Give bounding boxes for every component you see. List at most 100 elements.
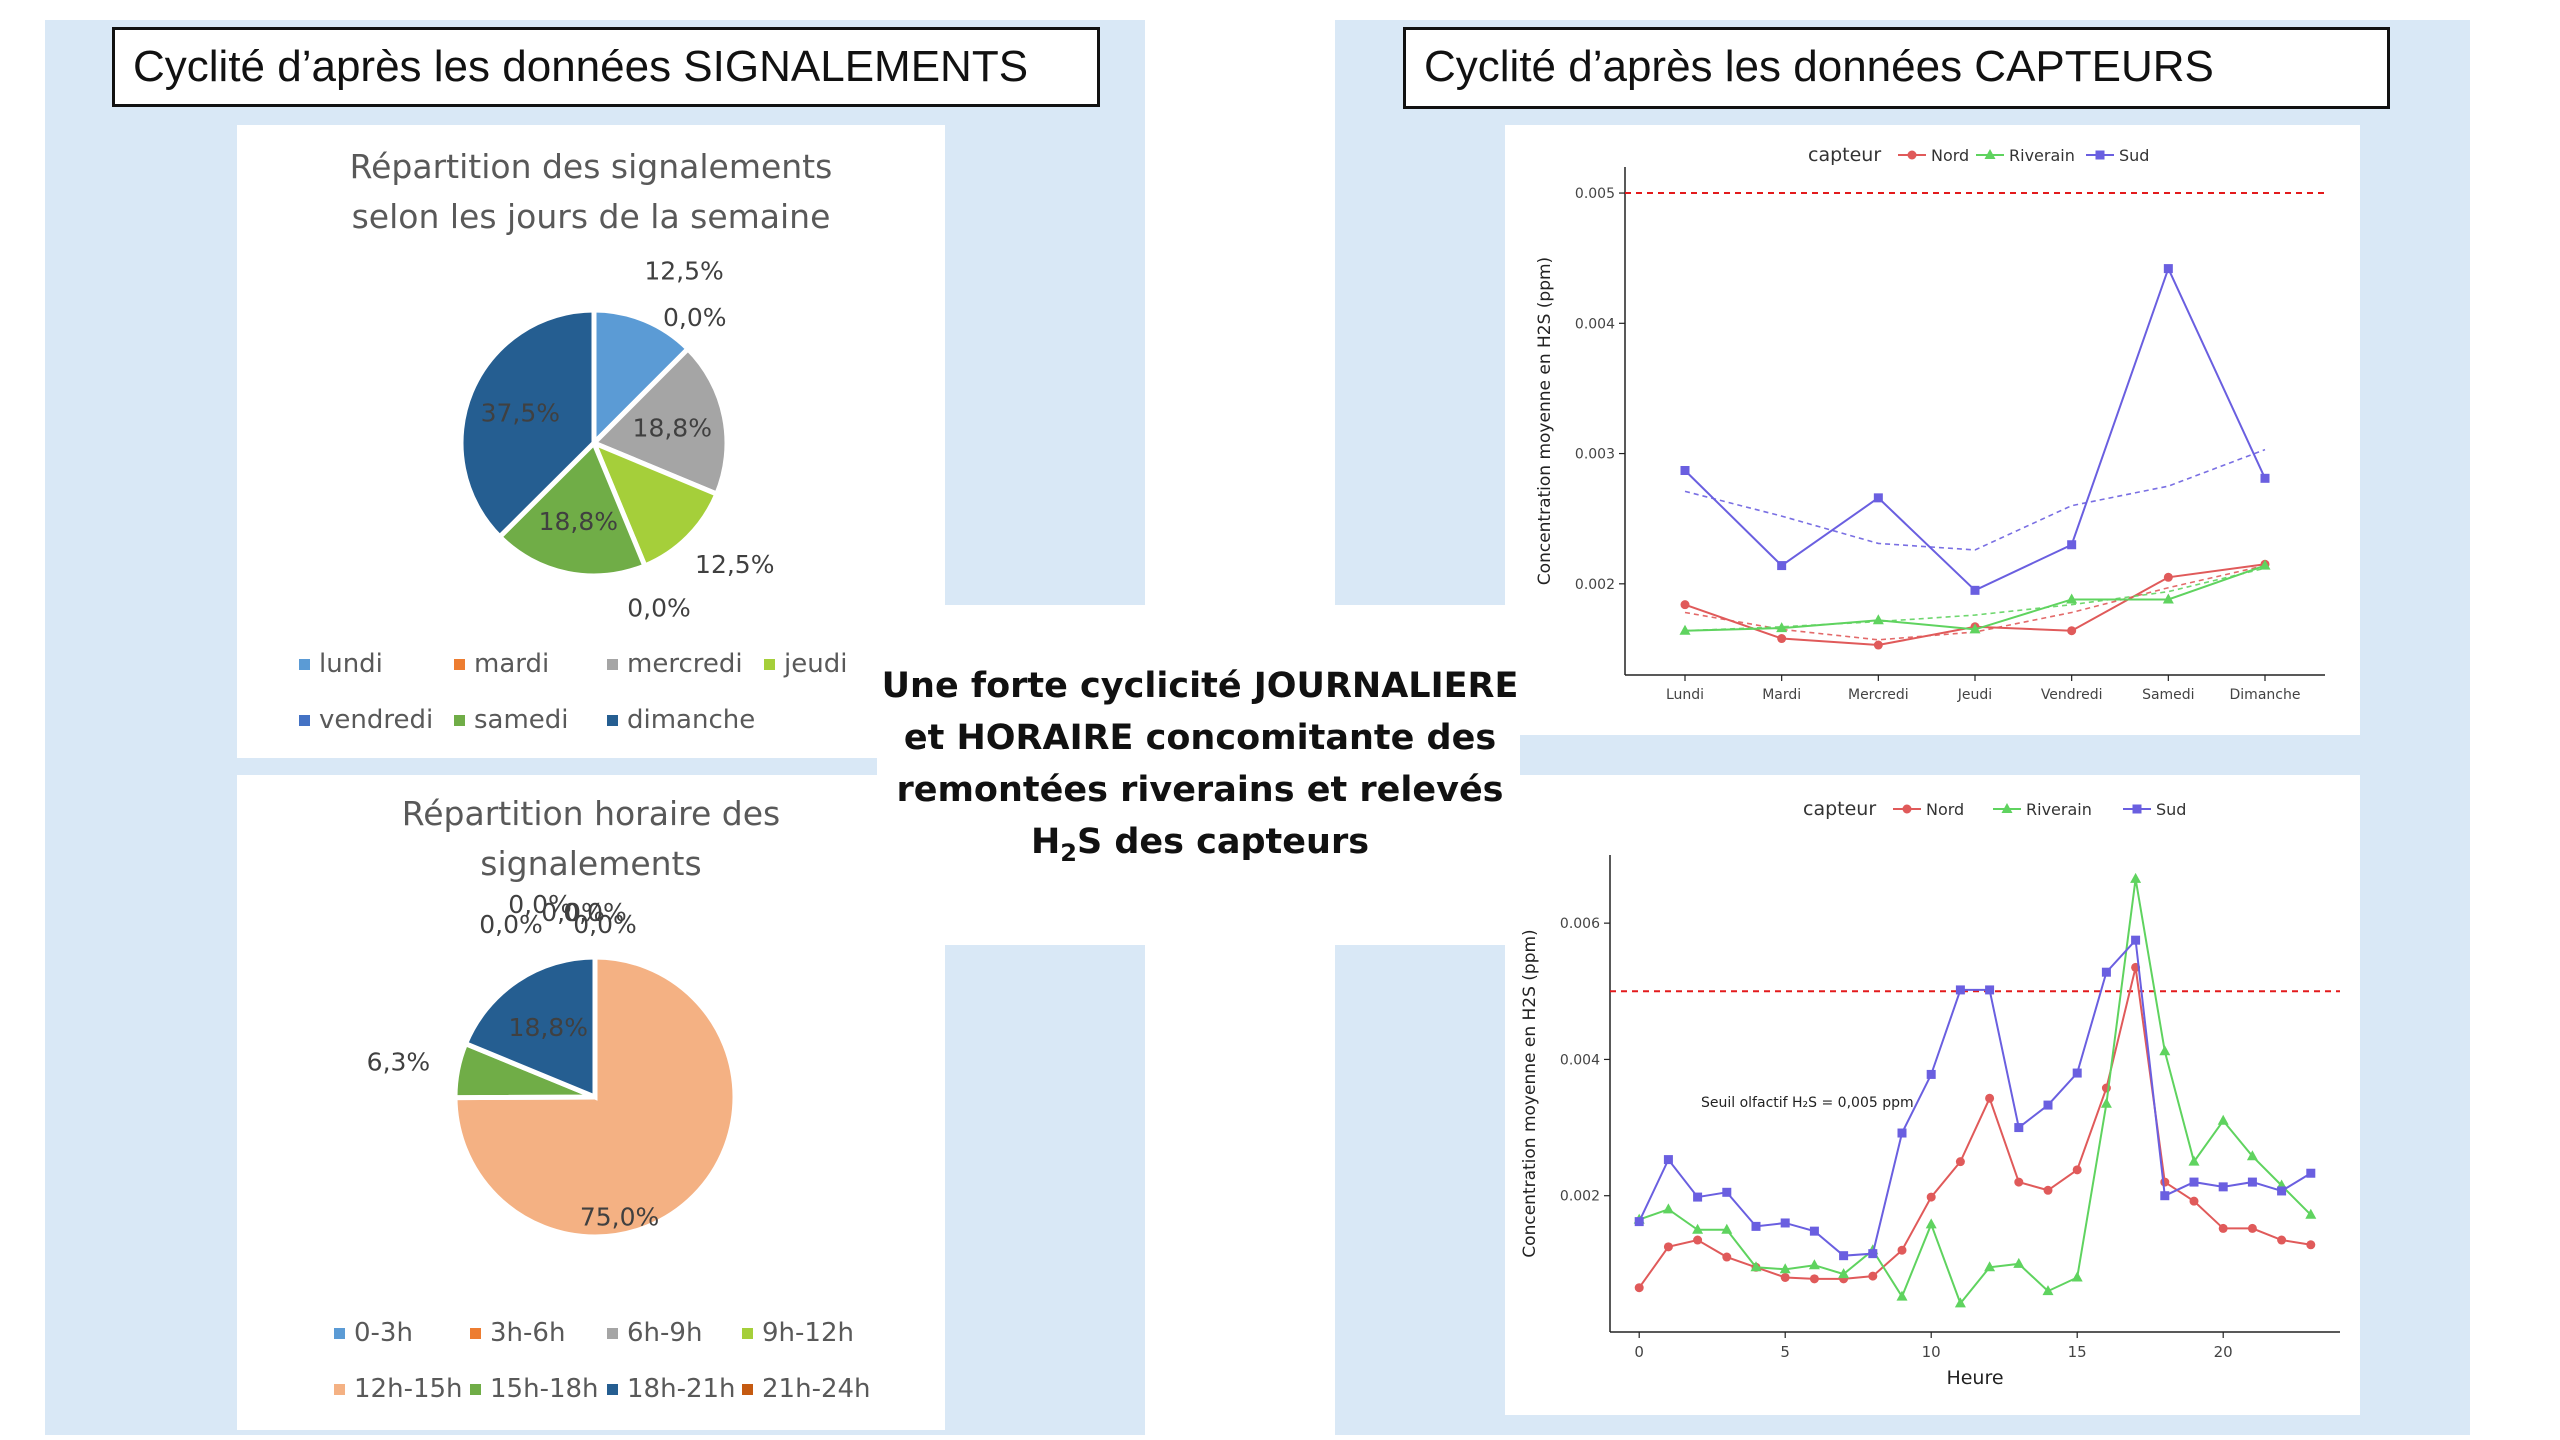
data-point-sud (2306, 1168, 2316, 1178)
data-point-sud (2101, 967, 2111, 977)
center-line1-a: Une forte cyclicité (881, 666, 1254, 706)
line-hours-chart: capteur Nord Riverain Sud 0.002 0.004 0.006 0 5 1… (1520, 798, 2340, 1389)
trend-line-sud (1684, 448, 2266, 551)
data-point-nord (1634, 1283, 1644, 1293)
data-point-sud (1873, 493, 1883, 503)
y-tick-label: 0.004 (1560, 1052, 1600, 1068)
data-point-riverain (1838, 1268, 1850, 1279)
legend-swatch-3h-6h (470, 1328, 481, 1339)
legend-label-mardi: mardi (474, 649, 549, 679)
data-point-sud (2160, 1191, 2170, 1201)
pie-label-9h-12h: 0,0% (573, 910, 637, 939)
data-point-nord (1780, 1272, 1790, 1282)
legend-label-mercredi: mercredi (627, 649, 743, 679)
center-line4-b: S des capteurs (1076, 822, 1370, 862)
data-point-nord (1680, 600, 1690, 610)
legend-label-15h-18h: 15h-18h (490, 1374, 599, 1404)
right-section-title: Cyclité d’après les données CAPTEURS (1403, 27, 2390, 109)
y-tick-label: 0.006 (1560, 916, 1600, 932)
data-point-sud (1663, 1155, 1673, 1165)
data-point-nord (1926, 1192, 1936, 1202)
legend-label-9h-12h: 9h-12h (762, 1318, 854, 1348)
data-point-sud (2247, 1177, 2257, 1187)
data-point-sud (2072, 1068, 2082, 1078)
center-line1-b: JOURNALIERE (1253, 666, 1519, 706)
pie-label-lundi: 12,5% (644, 257, 723, 286)
y-tick-label: 0.004 (1575, 316, 1615, 332)
x-tick-label: 10 (1922, 1343, 1941, 1361)
y-axis-label: Concentration moyenne en H2S (ppm) (1520, 929, 1540, 1257)
center-line3: remontées riverains et relevés (896, 770, 1504, 810)
pie-days-chart: Répartition des signalements selon les jo… (299, 147, 847, 735)
data-point-riverain (1984, 1261, 1996, 1272)
series-line-sud (1684, 265, 2266, 592)
data-point-riverain (2217, 1114, 2229, 1125)
legend-label-riverain: Riverain (2009, 146, 2075, 165)
pie-label-12h-15h: 75,0% (580, 1202, 659, 1231)
data-point-riverain (1679, 624, 1691, 635)
x-tick-label: Mardi (1762, 687, 1801, 703)
x-tick-label: 0 (1634, 1343, 1644, 1361)
pie-hours-chart: Répartition horaire dessignalements0,0%0… (334, 794, 871, 1404)
data-point-nord (2072, 1165, 2082, 1175)
data-point-riverain (2071, 1271, 2083, 1282)
pie-slice-jeudi (589, 438, 721, 570)
data-point-riverain (1954, 1297, 1966, 1308)
legend-swatch-vendredi (299, 715, 310, 726)
data-point-sud (1680, 465, 1690, 475)
center-line2-c: concomitante des (1133, 718, 1497, 758)
series-line-riverain (1638, 878, 2312, 1306)
data-point-sud (1839, 1251, 1849, 1261)
x-tick-label: Samedi (2142, 687, 2195, 703)
data-point-riverain (1776, 622, 1788, 633)
data-point-riverain (2066, 593, 2078, 604)
line-days-chart: capteur Nord Riverain Sud 0.002 0.003 0.004 0.0… (1535, 144, 2325, 703)
data-point-sud (1693, 1192, 1703, 1202)
legend-label-sud: Sud (2119, 146, 2149, 165)
data-point-nord (1873, 640, 1883, 650)
legend-swatch-0-3h (334, 1328, 345, 1339)
data-point-sud (1777, 561, 1787, 571)
data-point-sud (2067, 540, 2077, 550)
data-point-nord (2160, 1177, 2170, 1187)
data-point-sud (1897, 1128, 1907, 1138)
legend-marker-nord (1902, 804, 1912, 814)
data-point-nord (2189, 1196, 2199, 1206)
legend-marker-sud (2095, 150, 2105, 160)
data-point-nord (2247, 1223, 2257, 1233)
chart-title: Répartition des signalements (350, 147, 833, 186)
data-point-nord (1897, 1245, 1907, 1255)
legend-label-3h-6h: 3h-6h (490, 1318, 565, 1348)
data-point-sud (2218, 1182, 2228, 1192)
pie-label-6h-9h: 0,0% (541, 898, 605, 927)
legend-label-18h-21h: 18h-21h (627, 1374, 736, 1404)
data-point-riverain (2246, 1150, 2258, 1161)
center-line2-a: et (903, 718, 957, 758)
y-axis-label: Concentration moyenne en H2S (ppm) (1535, 257, 1555, 585)
legend-swatch-dimanche (607, 715, 618, 726)
legend-label-dimanche: dimanche (627, 705, 755, 735)
legend-marker-riverain (2001, 803, 2013, 813)
pie-slice-mercredi (589, 345, 730, 498)
center-line4-a: H (1030, 822, 1061, 862)
data-point-nord (1985, 1093, 1995, 1103)
trend-line-riverain (1684, 567, 2266, 632)
data-point-sud (2131, 935, 2141, 945)
data-point-nord (1722, 1252, 1732, 1262)
data-point-riverain (2159, 1045, 2171, 1056)
data-point-sud (2189, 1177, 2199, 1187)
center-message: Une forte cyclicité JOURNALIERE et HORAI… (880, 660, 1520, 879)
legend-swatch-18h-21h (607, 1384, 618, 1395)
legend-swatch-12h-15h (334, 1384, 345, 1395)
data-point-sud (1751, 1221, 1761, 1231)
data-point-nord (1868, 1271, 1878, 1281)
data-point-riverain (1925, 1218, 1937, 1229)
legend-label-0-3h: 0-3h (354, 1318, 413, 1348)
legend-swatch-samedi (454, 715, 465, 726)
legend-label-vendredi: vendredi (319, 705, 433, 735)
data-point-riverain (2042, 1285, 2054, 1296)
pie-slice-dimanche (458, 307, 597, 541)
line-hours-card (1505, 775, 2360, 1415)
x-tick-label: 15 (2068, 1343, 2087, 1361)
data-point-riverain (2188, 1155, 2200, 1166)
